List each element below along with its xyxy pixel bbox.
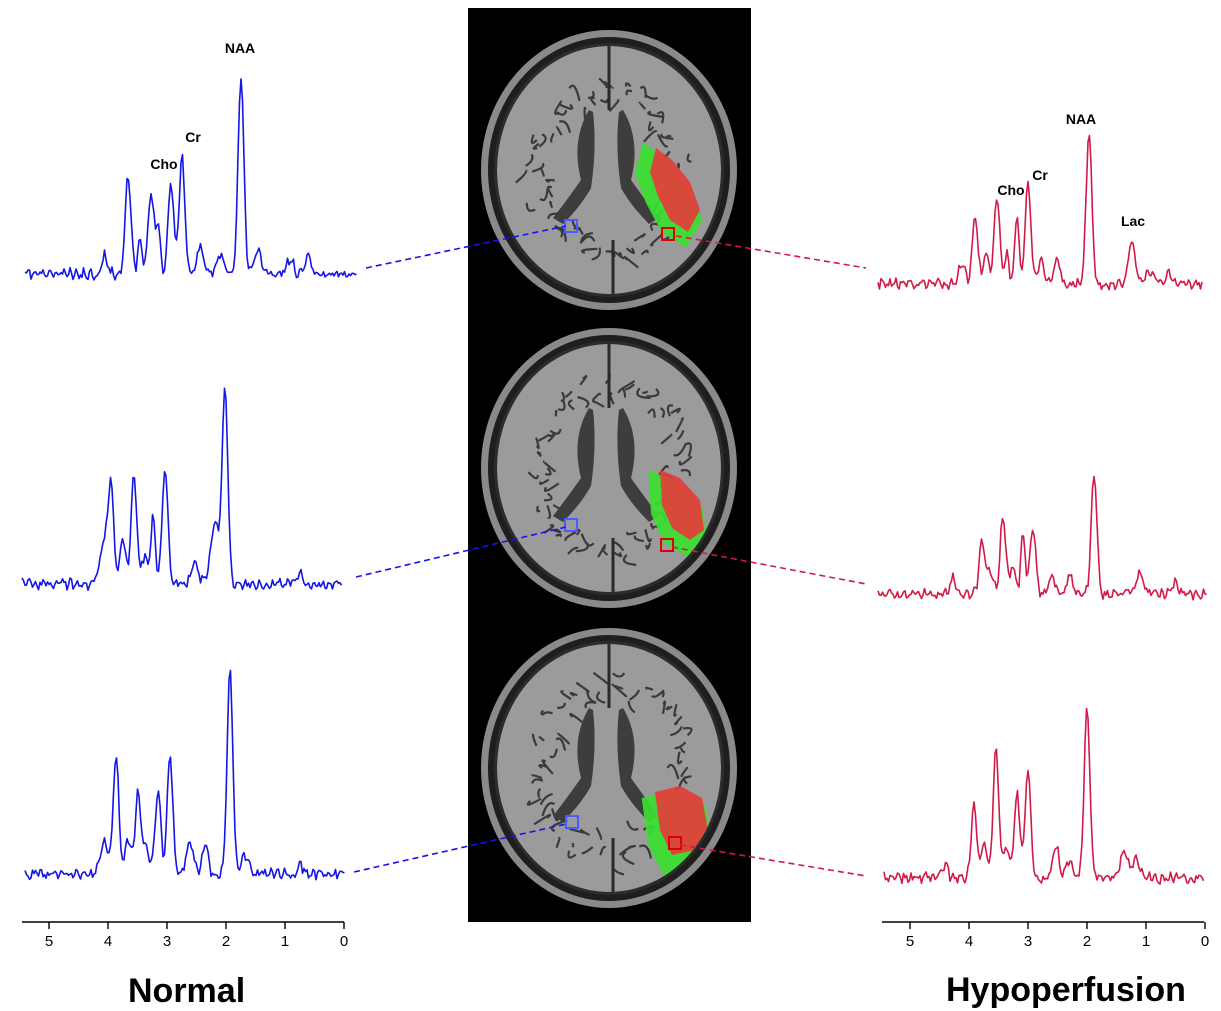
hypo-tick-label: 2	[1083, 933, 1091, 950]
normal-tick-label: 2	[222, 933, 230, 950]
hypo-cho-label: Cho	[997, 182, 1024, 198]
hypo-cr-label: Cr	[1032, 167, 1048, 183]
connector-line	[679, 844, 867, 877]
connector-line	[365, 225, 567, 269]
normal-title: Normal	[128, 972, 246, 1010]
lesion-core	[660, 470, 704, 540]
hypo-lac-label: Lac	[1121, 213, 1145, 229]
connector-line	[353, 823, 567, 873]
normal-tick-label: 1	[281, 933, 289, 950]
normal-spectrum-2	[21, 387, 343, 591]
hypo-voxel-marker	[668, 836, 682, 850]
mri-slice-3	[481, 628, 737, 908]
hypo-tick-label: 4	[965, 933, 973, 950]
normal-cho-label: Cho	[150, 156, 177, 172]
hypo-spectrum-2	[877, 475, 1207, 601]
hypo-tick-label: 0	[1201, 933, 1209, 950]
voxel-connectors	[353, 225, 867, 877]
hypo-spectrum-3	[883, 707, 1205, 885]
connector-line	[671, 546, 867, 585]
hypo-spectrum-1	[877, 134, 1203, 291]
hypoperfusion-title: Hypoperfusion	[946, 971, 1186, 1009]
hypo-voxel-marker	[660, 538, 674, 552]
normal-spectrum-1	[24, 78, 357, 281]
lesion-core	[650, 148, 700, 232]
normal-spectrum-3	[24, 669, 345, 881]
mri-slices	[481, 30, 737, 908]
hypo-tick-label: 5	[906, 933, 914, 950]
hypo-tick-label: 3	[1024, 933, 1032, 950]
normal-voxel-marker	[565, 815, 579, 829]
hypo-voxel-marker	[661, 227, 675, 241]
normal-tick-label: 5	[45, 933, 53, 950]
hypo-ppm-axis: 5 4 3 2 1 0	[882, 921, 1209, 950]
normal-tick-label: 3	[163, 933, 171, 950]
normal-tick-label: 4	[104, 933, 112, 950]
mri-slice-1	[481, 30, 737, 310]
normal-ppm-axis: 5 4 3 2 1 0	[22, 921, 348, 950]
normal-voxel-marker	[564, 518, 578, 532]
normal-naa-label: NAA	[225, 40, 255, 56]
normal-tick-label: 0	[340, 933, 348, 950]
hypo-tick-label: 1	[1142, 933, 1150, 950]
mri-slice-2	[481, 328, 737, 608]
connector-line	[675, 235, 867, 269]
hypo-naa-label: NAA	[1066, 111, 1096, 127]
spectra	[21, 78, 1207, 885]
normal-cr-label: Cr	[185, 129, 201, 145]
connector-line	[355, 526, 567, 578]
